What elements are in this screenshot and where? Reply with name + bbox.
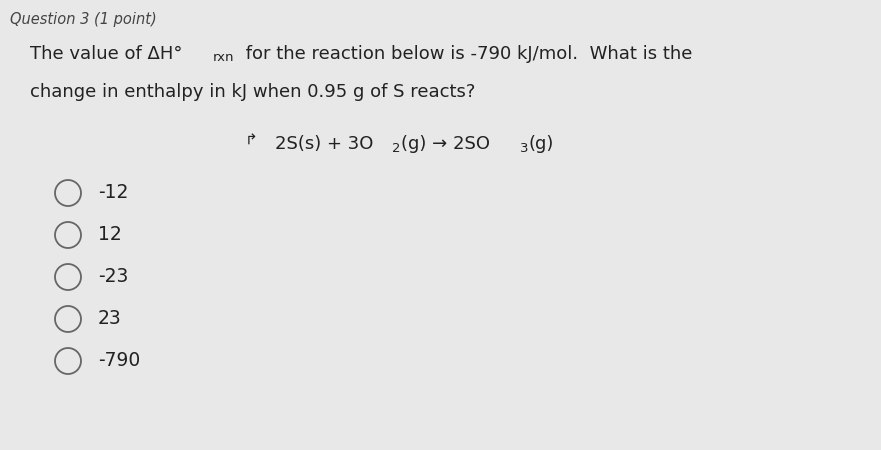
Text: 2S(s) + 3O: 2S(s) + 3O	[275, 135, 374, 153]
Text: ↱: ↱	[245, 133, 258, 148]
Text: Question 3 (1 point): Question 3 (1 point)	[10, 12, 157, 27]
Text: The value of ΔH°: The value of ΔH°	[30, 45, 182, 63]
Text: -12: -12	[98, 184, 129, 202]
Text: 3: 3	[520, 142, 529, 155]
Text: 23: 23	[98, 310, 122, 328]
Text: change in enthalpy in kJ when 0.95 g of S reacts?: change in enthalpy in kJ when 0.95 g of …	[30, 83, 476, 101]
Text: rxn: rxn	[213, 51, 234, 64]
Text: -790: -790	[98, 351, 140, 370]
Text: for the reaction below is -790 kJ/mol.  What is the: for the reaction below is -790 kJ/mol. W…	[240, 45, 692, 63]
Text: 2: 2	[392, 142, 401, 155]
Text: -23: -23	[98, 267, 129, 287]
Text: (g) → 2SO: (g) → 2SO	[401, 135, 490, 153]
Text: (g): (g)	[529, 135, 554, 153]
Text: 12: 12	[98, 225, 122, 244]
